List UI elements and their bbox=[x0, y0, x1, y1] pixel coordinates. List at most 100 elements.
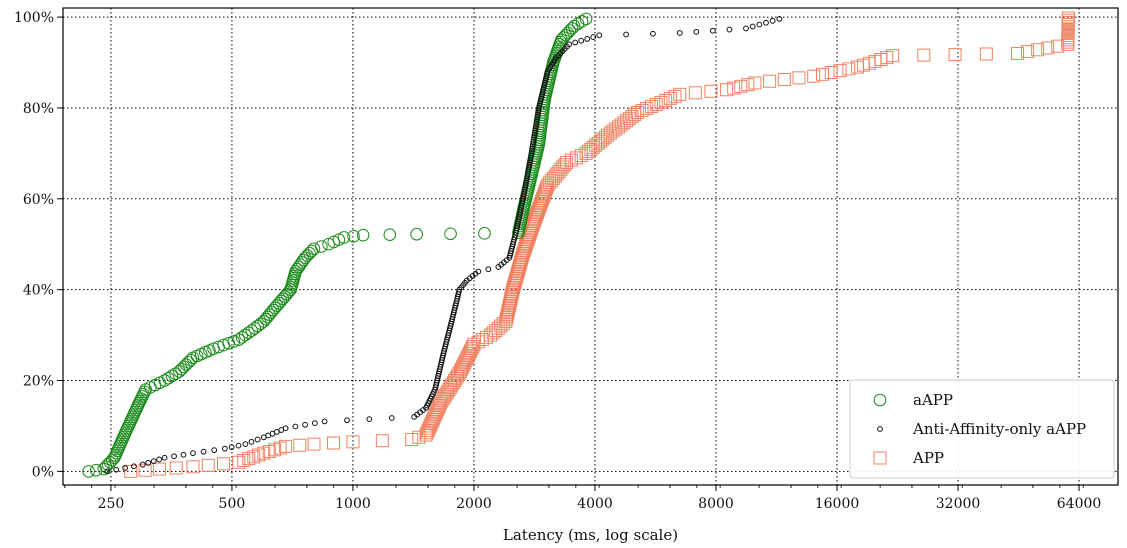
data-point bbox=[663, 91, 677, 105]
data-point bbox=[763, 74, 777, 88]
data-point bbox=[507, 278, 521, 292]
data-point bbox=[501, 303, 515, 317]
data-point bbox=[502, 301, 516, 315]
data-point bbox=[161, 371, 175, 385]
data-point bbox=[525, 221, 539, 235]
data-point bbox=[535, 194, 549, 208]
data-point bbox=[190, 450, 196, 457]
data-point bbox=[1021, 45, 1035, 59]
data-point bbox=[405, 433, 419, 447]
data-point bbox=[948, 48, 962, 62]
data-point bbox=[518, 240, 532, 253]
data-point bbox=[113, 466, 120, 473]
data-point bbox=[139, 461, 146, 468]
data-point bbox=[504, 289, 518, 303]
data-point bbox=[505, 285, 519, 299]
data-point bbox=[161, 454, 168, 461]
data-point bbox=[410, 227, 423, 241]
data-point bbox=[200, 448, 207, 455]
data-point bbox=[519, 237, 533, 251]
data-point bbox=[485, 266, 492, 273]
data-point bbox=[824, 66, 838, 80]
data-point bbox=[534, 196, 548, 210]
data-point bbox=[235, 331, 249, 344]
legend-label: Anti-Affinity-only aAPP bbox=[912, 420, 1086, 438]
data-point bbox=[423, 419, 437, 433]
data-point bbox=[101, 458, 115, 471]
data-point bbox=[247, 450, 261, 464]
data-point bbox=[425, 414, 439, 428]
data-point bbox=[254, 317, 268, 331]
legend-marker bbox=[873, 451, 887, 465]
data-point bbox=[491, 321, 505, 335]
data-point bbox=[506, 283, 520, 297]
data-point bbox=[640, 101, 654, 115]
legend-label: APP bbox=[912, 449, 944, 467]
data-point bbox=[748, 76, 762, 90]
data-point bbox=[743, 25, 749, 32]
data-point bbox=[561, 26, 575, 40]
data-point bbox=[293, 438, 307, 452]
data-point bbox=[489, 324, 503, 338]
data-point bbox=[466, 339, 480, 353]
data-point bbox=[558, 158, 572, 172]
data-point bbox=[503, 294, 517, 308]
x-tick-label: 1000 bbox=[335, 496, 371, 512]
x-tick-label: 16000 bbox=[815, 496, 860, 512]
data-point bbox=[165, 369, 179, 383]
series-app bbox=[124, 11, 1075, 478]
data-point bbox=[475, 333, 489, 347]
data-point bbox=[173, 365, 186, 378]
data-point bbox=[763, 19, 769, 26]
data-point bbox=[727, 81, 741, 95]
data-point bbox=[584, 35, 591, 42]
data-point bbox=[169, 461, 183, 475]
data-point bbox=[649, 97, 663, 111]
data-point bbox=[186, 460, 200, 474]
data-point bbox=[217, 457, 231, 471]
data-point bbox=[528, 212, 542, 226]
data-point bbox=[257, 446, 271, 460]
data-point bbox=[521, 233, 535, 247]
data-point bbox=[421, 423, 435, 437]
data-point bbox=[526, 217, 540, 231]
data-point bbox=[578, 37, 585, 44]
series-anti-affinity-only-aapp bbox=[104, 16, 783, 475]
data-point bbox=[153, 376, 167, 390]
data-point bbox=[530, 208, 544, 222]
data-point bbox=[428, 408, 442, 422]
data-point bbox=[659, 93, 673, 107]
data-point bbox=[508, 274, 522, 288]
data-point bbox=[531, 203, 545, 217]
legend-marker bbox=[877, 426, 883, 432]
data-point bbox=[842, 62, 856, 76]
y-tick-label: 80% bbox=[23, 101, 54, 117]
data-point bbox=[337, 231, 351, 244]
data-point bbox=[242, 452, 256, 466]
data-point bbox=[540, 180, 554, 194]
data-point bbox=[479, 330, 493, 344]
data-point bbox=[559, 28, 572, 42]
data-point bbox=[248, 438, 255, 445]
data-point bbox=[290, 262, 304, 276]
data-point bbox=[749, 23, 756, 30]
data-point bbox=[237, 453, 251, 467]
data-point bbox=[292, 260, 306, 274]
data-point bbox=[238, 328, 252, 342]
plot-marks bbox=[82, 11, 1075, 478]
data-point bbox=[177, 360, 191, 374]
data-point bbox=[500, 310, 514, 324]
data-point bbox=[227, 335, 241, 348]
data-point bbox=[1011, 46, 1025, 60]
data-point bbox=[347, 229, 360, 243]
data-point bbox=[516, 246, 530, 260]
data-point bbox=[1031, 43, 1045, 57]
data-point bbox=[676, 30, 683, 36]
data-point bbox=[536, 190, 550, 204]
data-point bbox=[179, 358, 193, 371]
data-point bbox=[228, 444, 235, 451]
data-point bbox=[726, 26, 733, 33]
data-point bbox=[756, 21, 763, 28]
data-point bbox=[520, 235, 534, 249]
x-axis-label: Latency (ms, log scale) bbox=[503, 526, 678, 544]
